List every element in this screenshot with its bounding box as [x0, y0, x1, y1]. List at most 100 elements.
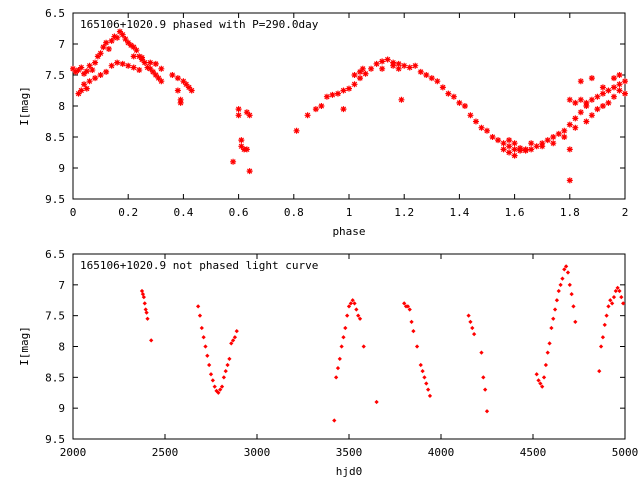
phased-data-point [550, 140, 557, 147]
unphased-data-point [613, 288, 618, 294]
phased-data-point [94, 53, 101, 60]
unphased-data-point [427, 393, 433, 398]
unphased-chart-title: 165106+1020.9 not phased light curve [80, 259, 318, 272]
phased-data-point [122, 36, 129, 43]
unphased-data-point [471, 332, 477, 337]
phased-data-point [379, 65, 386, 72]
phased-data-point [139, 54, 145, 61]
unphased-x-tick-label: 2000 [60, 446, 87, 459]
phased-x-tick-label: 0 [70, 206, 77, 219]
unphased-data-point [352, 301, 357, 306]
phased-data-point [417, 68, 424, 75]
unphased-data-point [468, 319, 473, 324]
phased-data-point [561, 134, 568, 140]
unphased-data-point [212, 384, 217, 389]
unphased-data-point [339, 344, 344, 349]
unphased-data-point [149, 338, 154, 343]
phased-data-point [152, 72, 159, 78]
phased-data-point [81, 70, 88, 77]
unphased-data-point [357, 316, 363, 321]
phased-data-point [75, 90, 82, 97]
unphased-data-point [201, 335, 206, 340]
unphased-data-point [139, 288, 145, 294]
unphased-data-point [565, 270, 571, 275]
unphased-data-point [540, 384, 545, 389]
unphased-data-point [554, 298, 560, 303]
phased-data-point [357, 75, 364, 82]
unphased-data-point [602, 322, 607, 328]
phased-data-point [238, 137, 245, 144]
unphased-data-point [143, 307, 148, 312]
unphased-data-point [538, 381, 543, 386]
unphased-x-tick-label: 4000 [428, 446, 455, 459]
unphased-data-point [466, 313, 471, 318]
phased-data-point [423, 72, 430, 78]
phased-chart-title: 165106+1020.9 phased with P=290.0day [80, 18, 319, 31]
phased-data-point [622, 90, 628, 97]
phased-data-point [428, 75, 435, 82]
phased-data-point [130, 64, 137, 71]
phased-data-point [180, 78, 187, 85]
phased-data-point [86, 78, 93, 85]
phased-data-point [111, 33, 118, 40]
phased-data-point [398, 96, 405, 103]
unphased-data-point [609, 301, 615, 306]
phased-data-point [158, 78, 165, 85]
unphased-x-tick-label: 2500 [152, 446, 179, 459]
phased-data-point [108, 37, 115, 44]
unphased-data-point [225, 362, 230, 368]
phased-data-point [152, 60, 159, 67]
unphased-x-tick-label: 5000 [612, 446, 639, 459]
phased-data-point [243, 109, 250, 116]
phased-data-point [390, 62, 397, 69]
phased-x-tick-label: 1.2 [394, 206, 414, 219]
phased-data-point [174, 75, 181, 82]
phased-data-point [577, 96, 584, 103]
unphased-data-point [562, 267, 567, 272]
phased-x-tick-label: 0.2 [118, 206, 138, 219]
unphased-x-tick-label: 4500 [520, 446, 547, 459]
phased-data-point [357, 68, 364, 75]
phased-data-point [583, 99, 590, 106]
phased-data-point [188, 87, 195, 94]
phased-data-point [174, 87, 181, 94]
phased-data-point [183, 81, 190, 88]
phased-data-point [412, 62, 419, 69]
phased-data-point [185, 84, 192, 91]
unphased-data-point [405, 304, 411, 309]
unphased-data-point [227, 356, 232, 361]
phased-data-point [359, 65, 366, 72]
unphased-data-point [558, 282, 563, 287]
phased-data-point [312, 106, 319, 113]
phased-data-point [293, 127, 300, 134]
unphased-data-point [611, 295, 617, 300]
unphased-data-point [337, 356, 342, 361]
phased-data-point [125, 62, 132, 69]
unphased-data-points [139, 264, 626, 423]
phased-panel: 165106+1020.9 phased with P=290.0day pha… [18, 7, 628, 238]
unphased-data-point [425, 387, 431, 392]
phased-data-point [351, 72, 358, 78]
phased-x-tick-label: 1 [346, 206, 353, 219]
unphased-data-point [348, 301, 353, 306]
phased-x-tick-label: 1.4 [449, 206, 469, 219]
unphased-data-point [234, 328, 239, 334]
phased-data-point [304, 112, 311, 119]
unphased-data-point [621, 301, 626, 306]
phased-x-tick-label: 0.6 [229, 206, 249, 219]
phased-data-point [522, 147, 529, 154]
phased-data-point [100, 44, 107, 51]
unphased-data-point [619, 295, 624, 300]
phased-data-point [238, 143, 245, 150]
phased-data-point [439, 84, 446, 91]
phased-data-point [506, 143, 513, 150]
phased-data-point [406, 64, 413, 71]
phased-data-point [103, 68, 110, 75]
unphased-y-axis-label: I[mag] [18, 326, 31, 366]
unphased-data-point [422, 375, 427, 380]
phased-data-point [610, 93, 617, 100]
unphased-data-point [484, 409, 490, 414]
unphased-data-point [229, 341, 234, 346]
phased-x-axis-label: phase [332, 225, 365, 238]
